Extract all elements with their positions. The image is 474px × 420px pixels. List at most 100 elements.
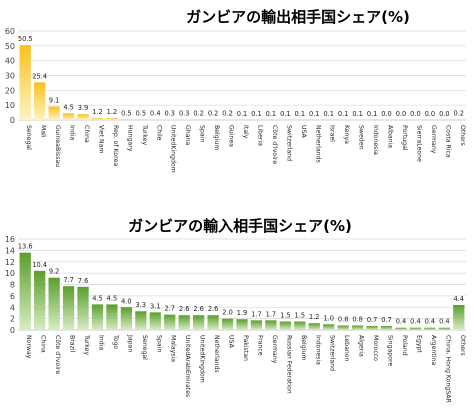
import-y-tick-label: 14	[5, 246, 15, 255]
import-category-label: USA	[228, 335, 235, 349]
import-bar	[323, 324, 335, 330]
import-bar	[164, 314, 176, 330]
import-value-label: 3.3	[136, 301, 147, 309]
import-y-tick-label: 16	[5, 235, 15, 244]
import-value-label: 7.6	[78, 277, 89, 285]
export-value-label: 3.9	[78, 104, 89, 112]
export-value-label: 0.2	[222, 110, 233, 118]
export-value-label: 0.1	[266, 110, 277, 118]
import-value-label: 0.4	[425, 318, 436, 326]
import-category-label: Côte d'Ivoire	[54, 335, 62, 374]
import-y-tick-label: 2	[10, 315, 15, 324]
import-category-label: Turkey	[83, 334, 90, 355]
import-category-label: Pakistan	[242, 335, 249, 361]
import-bar	[438, 327, 450, 330]
export-bar	[106, 118, 118, 120]
import-bar	[178, 315, 190, 330]
import-y-tick-label: 8	[10, 281, 15, 290]
import-bar	[424, 327, 436, 330]
export-value-label: 0.5	[136, 109, 147, 117]
export-value-label: 0.0	[425, 110, 436, 118]
import-bar	[34, 270, 46, 330]
export-y-tick-label: 0	[10, 116, 15, 125]
import-value-label: 1.0	[323, 314, 334, 322]
import-value-label: 4.4	[454, 295, 465, 303]
export-category-label: Chile	[155, 125, 162, 141]
export-value-label: 4.5	[63, 103, 74, 111]
export-category-label: Viet Nam	[97, 125, 104, 153]
import-value-label: 0.4	[439, 318, 450, 326]
export-value-label: 0.1	[338, 110, 349, 118]
import-category-label: Netherlands	[213, 335, 220, 373]
import-value-label: 0.7	[381, 316, 392, 324]
export-category-label: UnitedKingdom	[170, 125, 177, 173]
export-value-label: 0.1	[367, 110, 378, 118]
import-value-label: 0.8	[338, 315, 349, 323]
import-bar	[193, 315, 205, 330]
import-y-tick-label: 12	[5, 258, 15, 267]
import-value-label: 1.5	[295, 311, 306, 319]
export-category-label: Côte d'Ivoire	[271, 125, 279, 164]
import-y-axis: 0 2 4 6 8 10 12 14 16	[5, 235, 15, 335]
export-y-tick-label: 30	[5, 72, 15, 81]
import-bar	[351, 325, 364, 330]
export-category-label: Kenya	[343, 125, 350, 144]
export-category-label: Others	[459, 125, 466, 146]
import-value-label: 2.6	[193, 305, 204, 313]
import-value-label: 13.6	[18, 243, 33, 251]
import-bar	[366, 326, 378, 330]
import-bar	[19, 252, 31, 330]
export-category-label: Turkey	[141, 124, 148, 145]
import-chart-title: ガンビアの輸入相手国シェア(%)	[128, 217, 352, 235]
import-bars	[19, 252, 465, 330]
export-category-label: China	[83, 125, 90, 143]
import-value-label: 2.6	[208, 305, 219, 313]
export-category-label: Spain	[199, 125, 206, 142]
export-category-label: Germany	[430, 125, 437, 154]
export-value-label: 0.0	[439, 110, 450, 118]
export-value-label: 1.2	[107, 108, 118, 116]
export-bar	[48, 106, 60, 120]
import-category-label: Switzerland	[329, 335, 336, 371]
import-category-label: Spain	[155, 335, 162, 352]
export-bar	[77, 114, 89, 120]
import-category-label: Belgium	[300, 335, 307, 360]
export-category-label: Mali	[40, 125, 47, 138]
import-value-label: 7.7	[63, 276, 74, 284]
export-category-label: Sweden	[358, 125, 365, 150]
export-category-label: Netherlands	[314, 125, 321, 163]
import-category-label: Brazil	[69, 335, 76, 353]
export-category-label: Ghana	[184, 125, 191, 145]
export-x-axis: Senegal Mali GuineaBissau India China Viet Na…	[25, 124, 466, 173]
import-value-label: 0.7	[367, 316, 378, 324]
export-y-tick-label: 40	[5, 57, 15, 66]
import-category-label: Singapore	[387, 335, 394, 366]
export-value-label: 0.0	[410, 110, 421, 118]
export-data-labels: 50.525.49.14.5 3.91.2 1.2 0.5 0.5 0.4 0.3 0.3 0.…	[18, 35, 464, 118]
export-category-label: GuineaBissau	[54, 125, 61, 167]
import-bar	[221, 318, 234, 330]
export-value-label: 0.1	[295, 110, 306, 118]
import-category-label: Togo	[112, 334, 119, 349]
import-category-label: India	[97, 335, 104, 350]
export-value-label: 0.3	[179, 110, 190, 118]
export-bar	[91, 118, 104, 120]
import-bar	[250, 320, 263, 330]
export-category-label: Senegal	[25, 125, 32, 150]
export-value-label: 0.2	[193, 110, 204, 118]
import-category-label: Poland	[401, 335, 408, 356]
import-share-chart: ガンビアの輸入相手国シェア(%) 0 2 4 6 8 10 12 14 16 13.6 10.49…	[5, 217, 466, 404]
import-y-tick-label: 4	[10, 303, 15, 312]
export-value-label: 1.2	[92, 108, 103, 116]
export-gridlines	[18, 30, 466, 121]
export-category-label: Costa Rica	[444, 125, 451, 158]
export-share-chart: ガンビアの輸出相手国シェア(%) 0 10 20 30 40 50 60 50.5 25.4 9…	[5, 8, 466, 173]
export-category-label: SierraLeone	[415, 125, 422, 162]
import-bar	[77, 286, 89, 330]
export-value-label: 25.4	[32, 72, 47, 80]
import-value-label: 1.7	[251, 310, 262, 318]
import-value-label: 9.2	[49, 268, 60, 276]
import-category-label: Morocco	[372, 335, 379, 361]
import-data-labels: 13.610.49.27.7 7.64.5 4.5 4.0 3.3 3.1 2.7 2.6 2.…	[18, 243, 464, 326]
import-value-label: 4.5	[92, 294, 103, 302]
